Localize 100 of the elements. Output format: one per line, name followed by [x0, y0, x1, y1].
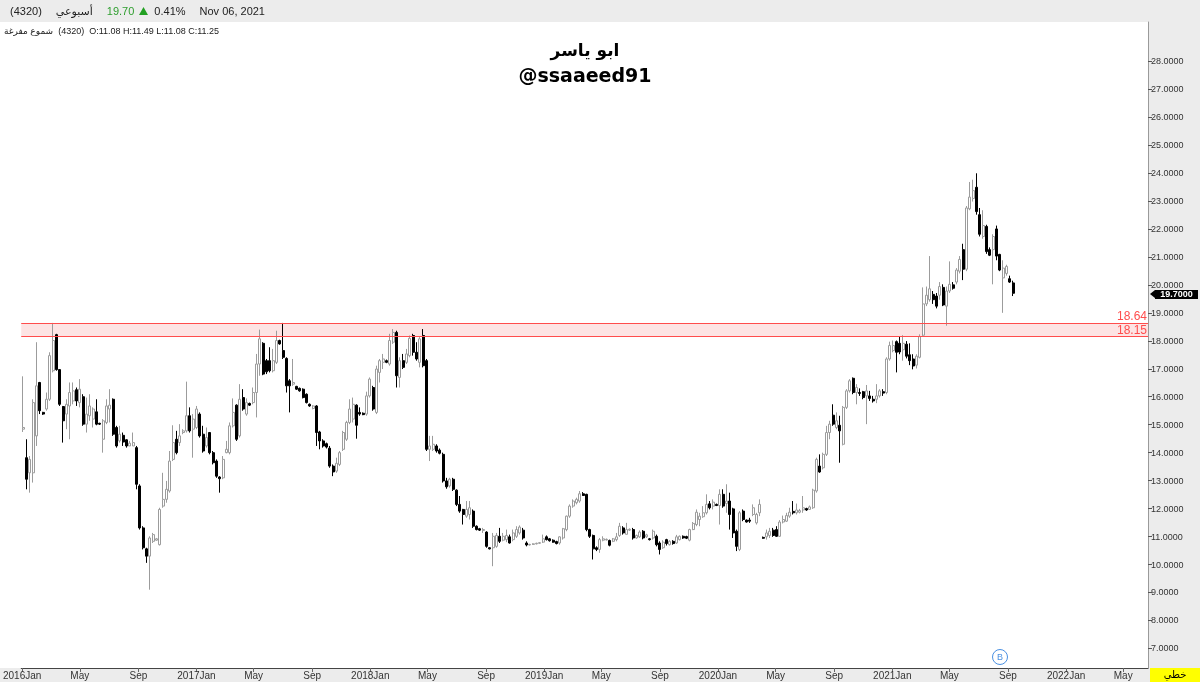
candlestick	[952, 281, 955, 291]
candlestick	[38, 381, 41, 415]
candlestick	[548, 537, 551, 543]
candlestick	[922, 286, 925, 338]
candlestick	[42, 411, 45, 416]
candlestick	[705, 493, 708, 515]
annotation: (4320)	[58, 26, 85, 36]
y-tick-label: 16.0000	[1151, 391, 1184, 402]
candlestick	[292, 358, 295, 387]
candlestick	[818, 453, 821, 474]
candlestick	[685, 535, 688, 540]
candlestick	[982, 209, 985, 240]
candlestick	[448, 477, 451, 489]
x-tick-label: May	[766, 669, 786, 681]
candlestick	[22, 375, 25, 433]
candlestick	[185, 381, 188, 434]
x-tick-label: 2022Jan	[1046, 669, 1086, 681]
candlestick	[95, 398, 98, 426]
candlestick	[175, 430, 178, 455]
annotation: O:11.08 H:11.49 L:11.08 C:11.25	[89, 26, 220, 36]
x-tick-label: May	[939, 669, 959, 681]
candlestick	[932, 290, 935, 305]
candlestick	[402, 353, 405, 370]
candlestick	[532, 542, 535, 546]
x-tick-label: Sep	[999, 669, 1018, 681]
candlestick	[772, 527, 775, 538]
x-tick-label: May	[418, 669, 437, 681]
candlestick	[765, 529, 768, 541]
candlestick	[762, 536, 765, 540]
candlestick	[262, 341, 265, 376]
candlestick	[552, 538, 555, 544]
candlestick	[308, 402, 311, 408]
candlestick	[865, 384, 868, 425]
candlestick	[242, 388, 245, 412]
x-tick-label: Sep	[303, 669, 322, 681]
candlestick	[478, 527, 481, 532]
candlestick	[858, 387, 861, 397]
candlestick	[605, 538, 608, 541]
x-tick-label: 2016Jan	[3, 669, 42, 681]
candlestick	[648, 537, 651, 541]
candlestick	[555, 540, 558, 545]
y-tick-label: 26.0000	[1151, 112, 1184, 123]
x-tick-label: 2018Jan	[351, 669, 390, 681]
candlestick	[268, 346, 271, 373]
candlestick	[352, 397, 355, 423]
ref-line-label: 18.15	[1116, 322, 1148, 337]
text: (4320)	[10, 5, 42, 17]
candlestick	[485, 530, 488, 549]
candlestick	[635, 534, 638, 540]
candlestick	[295, 385, 298, 391]
candlestick	[78, 378, 81, 408]
y-tick-label: 21.0000	[1151, 251, 1184, 262]
text: @ssaaeed91	[517, 64, 653, 86]
y-tick-label: 27.0000	[1151, 84, 1184, 95]
candlestick	[1002, 259, 1005, 314]
candlestick	[628, 527, 631, 532]
candlestick	[528, 543, 531, 547]
candlestick	[492, 532, 495, 567]
y-tick-label: 12.0000	[1151, 503, 1184, 514]
y-tick-label: 18.0000	[1151, 335, 1184, 346]
y-tick-label: 10.0000	[1151, 559, 1184, 570]
y-tick-label: 23.0000	[1151, 195, 1184, 206]
ref-line-label: 18.64	[1116, 308, 1148, 323]
candlestick	[148, 535, 151, 591]
candlestick	[82, 393, 85, 427]
candlestick	[472, 508, 475, 529]
candlestick	[908, 342, 911, 366]
x-tick-label: Sep	[825, 669, 844, 681]
text: ابو ياسر	[548, 40, 621, 60]
candlestick	[775, 525, 778, 538]
candlestick	[795, 503, 798, 515]
candlestick	[962, 243, 965, 281]
candlestick	[122, 432, 125, 447]
candlestick	[178, 423, 181, 447]
candlestick	[855, 383, 858, 405]
candlestick	[522, 527, 525, 541]
candlestick	[715, 503, 718, 507]
candlestick	[502, 532, 505, 542]
candlestick	[838, 415, 841, 464]
candlestick	[598, 537, 601, 554]
text: Nov 06, 2021	[199, 5, 265, 17]
candlestick	[862, 390, 865, 400]
candlestick	[902, 334, 905, 362]
candlestick	[428, 435, 431, 462]
candlestick	[712, 498, 715, 510]
candlestick	[305, 392, 308, 404]
candlestick	[708, 500, 711, 510]
candlestick	[435, 443, 438, 454]
candlestick	[355, 403, 358, 440]
candlestick	[835, 411, 838, 430]
y-tick-label: 11.0000	[1151, 531, 1183, 542]
candlestick	[525, 540, 528, 547]
x-tick-label: May	[591, 669, 611, 681]
candlestick	[302, 387, 305, 399]
x-tick-label: Sep	[129, 669, 148, 681]
candlestick	[518, 524, 521, 536]
candlestick	[652, 529, 655, 541]
x-tick-label: Sep	[650, 669, 670, 681]
y-tick-label: 15.0000	[1151, 419, 1184, 430]
candlestick	[675, 534, 678, 545]
